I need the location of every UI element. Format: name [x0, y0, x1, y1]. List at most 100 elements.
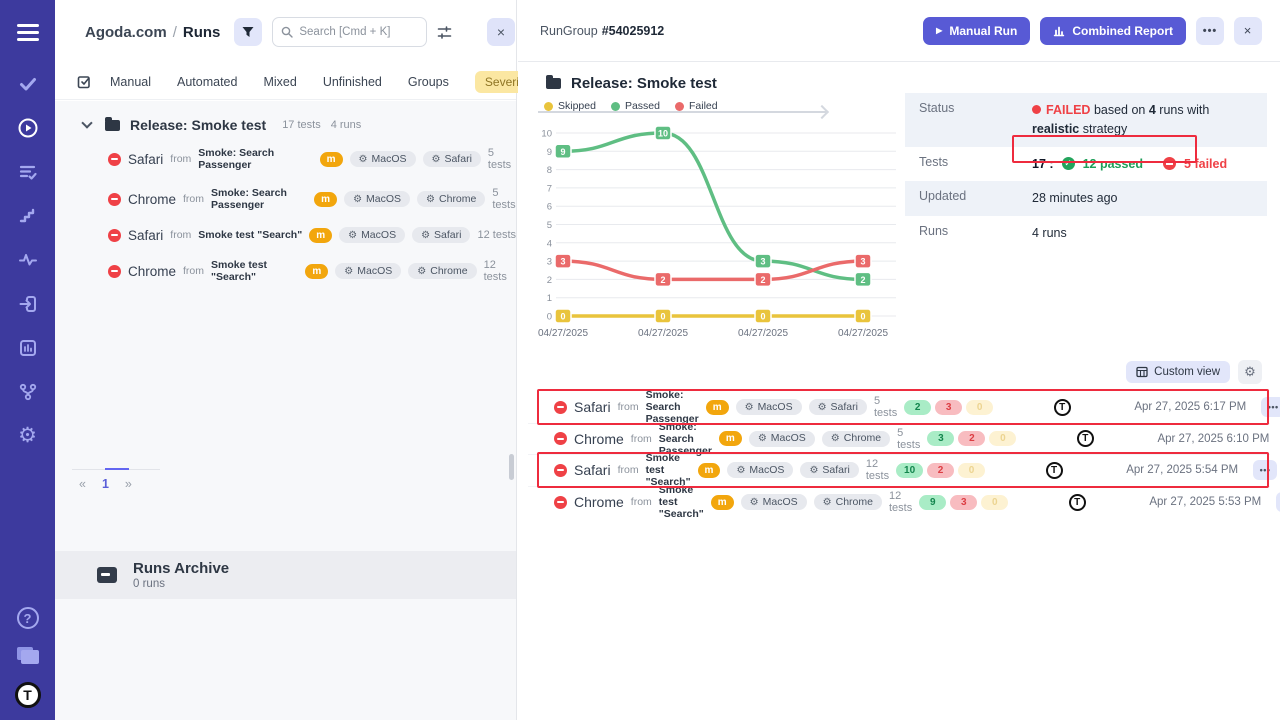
tab-manual[interactable]: Manual [110, 74, 151, 89]
more-actions-button[interactable]: ••• [1196, 16, 1224, 45]
run-name[interactable]: Safari [574, 462, 611, 479]
svg-text:9: 9 [560, 147, 565, 157]
testomat-logo: T [1076, 430, 1094, 448]
tree-group-header[interactable]: Release: Smoke test 17 tests 4 runs [55, 101, 516, 139]
run-name[interactable]: Chrome [574, 430, 624, 447]
run-name[interactable]: Chrome [128, 263, 177, 279]
runs-icon[interactable] [17, 117, 39, 139]
gear-icon: ⚙ [353, 193, 363, 205]
runs-archive[interactable]: Runs Archive 0 runs [55, 551, 516, 599]
svg-text:2: 2 [760, 275, 765, 285]
gear-icon: ⚙ [417, 265, 427, 277]
gear-icon: ⚙ [822, 496, 832, 508]
select-all-icon[interactable] [77, 74, 92, 89]
breadcrumb-project[interactable]: Agoda.com [85, 23, 167, 41]
tests-icon[interactable] [17, 73, 39, 95]
results-chart: Skipped Passed Failed 0 1 2 3 4 5 6 7 8 9 10 04/27/… [536, 96, 918, 348]
run-row[interactable]: Chrome from Smoke: Search Passenger m ⚙ M… [528, 421, 1270, 457]
row-more-button[interactable]: ••• [1276, 492, 1280, 513]
run-tests-count: 5 tests [492, 187, 516, 211]
left-panel-scrollbar[interactable] [509, 454, 514, 480]
group-tests-count: 17 tests [282, 119, 321, 131]
run-row[interactable]: Chrome from Smoke test "Search" m ⚙ MacOS… [528, 484, 1280, 520]
tests-label: Tests [919, 154, 949, 169]
assignee-badge[interactable]: m [319, 151, 343, 167]
manual-run-button[interactable]: ▶ Manual Run [923, 16, 1031, 45]
runs-label: Runs [919, 224, 949, 238]
pulse-icon[interactable] [17, 249, 39, 271]
bar-chart-icon [1054, 26, 1065, 36]
pagination-prev[interactable]: « [79, 477, 86, 491]
svg-text:04/27/2025: 04/27/2025 [838, 328, 888, 339]
svg-text:6: 6 [547, 202, 552, 213]
search-input[interactable] [299, 26, 418, 38]
run-name[interactable]: Chrome [574, 494, 624, 511]
run-name[interactable]: Safari [128, 151, 164, 167]
settings-icon[interactable]: ⚙ [18, 424, 37, 447]
tab-groups[interactable]: Groups [407, 74, 449, 89]
tree-run-item[interactable]: Chrome from Smoke: Search Passenger m ⚙ M… [55, 179, 516, 219]
steps-icon[interactable] [17, 205, 39, 227]
list-toolbar: Custom view ⚙ [1126, 360, 1262, 384]
testomat-logo[interactable]: T [14, 682, 41, 708]
pagination-next[interactable]: » [124, 477, 132, 491]
tree-run-item[interactable]: Chrome from Smoke test "Search" m ⚙ MacOS… [55, 251, 516, 291]
run-name[interactable]: Chrome [128, 191, 177, 207]
combined-report-button[interactable]: Combined Report [1040, 16, 1186, 45]
tab-mixed[interactable]: Mixed [263, 74, 297, 89]
test-plans-icon[interactable] [17, 161, 39, 183]
pagination-indicator [72, 468, 160, 470]
assignee-badge[interactable]: m [705, 399, 729, 415]
tab-unfinished[interactable]: Unfinished [322, 74, 382, 89]
help-icon[interactable]: ? [16, 607, 39, 629]
env-badge-os: ⚙ MacOS [344, 191, 411, 207]
env-badge-browser: ⚙ Chrome [813, 494, 882, 511]
svg-text:3: 3 [547, 257, 552, 268]
hamburger-menu-icon[interactable] [16, 20, 39, 45]
testomat-logo: T [1053, 398, 1071, 416]
assignee-badge[interactable]: m [697, 462, 721, 478]
failed-status-icon [554, 495, 567, 509]
assignee-badge[interactable]: m [718, 431, 742, 447]
projects-icon[interactable] [16, 647, 39, 664]
run-row[interactable]: Safari from Smoke: Search Passenger m ⚙ M… [528, 389, 1280, 425]
assignee-badge[interactable]: m [314, 191, 338, 207]
run-row[interactable]: Safari from Smoke test "Search" m ⚙ MacOS… [528, 452, 1278, 488]
gear-icon: ⚙ [431, 153, 441, 165]
left-panel-close-button[interactable]: × [487, 18, 515, 46]
failed-status-icon [554, 463, 567, 477]
env-badge-os: ⚙ MacOS [727, 462, 794, 479]
pagination-page-1[interactable]: 1 [101, 477, 109, 491]
custom-view-button[interactable]: Custom view [1126, 361, 1230, 383]
run-from-label: from [617, 401, 639, 414]
assignee-badge[interactable]: m [710, 494, 734, 510]
run-name[interactable]: Safari [574, 399, 611, 416]
filter-settings-icon[interactable] [437, 25, 452, 40]
filter-button[interactable] [234, 18, 263, 46]
tab-automated[interactable]: Automated [177, 74, 238, 89]
env-badge-os: ⚙ MacOS [349, 151, 416, 167]
import-icon[interactable] [17, 293, 39, 315]
reports-icon[interactable] [17, 337, 39, 359]
funnel-icon [242, 27, 254, 37]
assignee-badge[interactable]: m [309, 227, 333, 243]
row-more-button[interactable]: ••• [1253, 460, 1278, 481]
group-name[interactable]: Release: Smoke test [130, 117, 267, 133]
run-name[interactable]: Safari [128, 227, 164, 243]
tree-run-item[interactable]: Safari from Smoke test "Search" m ⚙ MacOS… [55, 219, 516, 251]
tree-run-item[interactable]: Safari from Smoke: Search Passenger m ⚙ M… [55, 139, 516, 179]
list-settings-button[interactable]: ⚙ [1238, 360, 1262, 384]
chevron-down-icon[interactable] [81, 117, 93, 129]
status-label: Status [919, 101, 955, 115]
branches-icon[interactable] [17, 381, 39, 403]
timeline-arrow [538, 111, 826, 113]
assignee-badge[interactable]: m [305, 263, 329, 279]
close-panel-button[interactable]: × [1234, 16, 1262, 45]
gear-icon: ⚙ [830, 433, 840, 445]
archive-count: 0 runs [133, 578, 165, 590]
gear-icon: ⚙ [736, 464, 746, 476]
search-box [272, 17, 428, 47]
row-more-button[interactable]: ••• [1261, 397, 1280, 418]
svg-text:10: 10 [658, 129, 668, 139]
result-pills: 3 2 0 [927, 431, 1023, 447]
